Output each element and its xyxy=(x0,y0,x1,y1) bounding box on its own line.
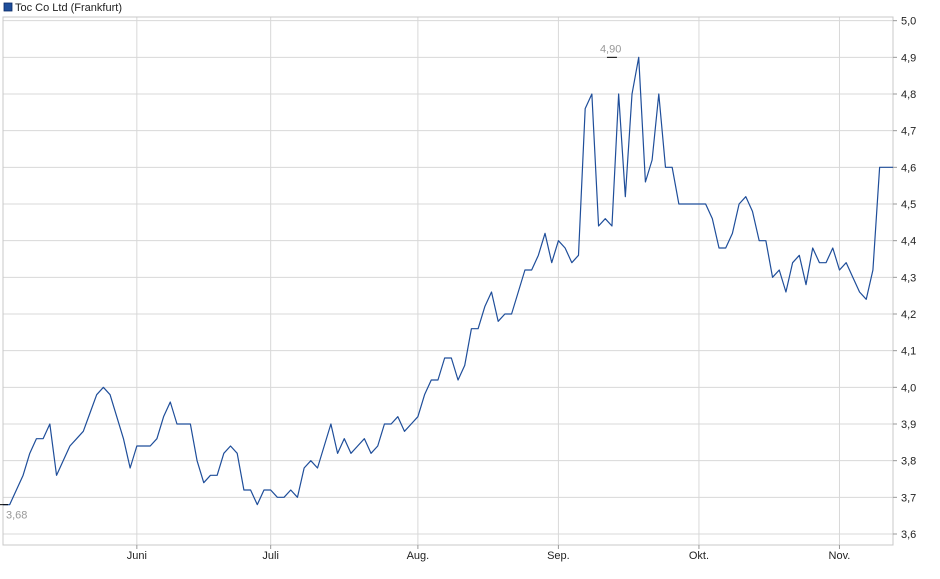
y-tick-label: 4,9 xyxy=(901,52,916,64)
y-tick-label: 4,3 xyxy=(901,272,916,284)
annotation-label: 4,90 xyxy=(600,43,621,55)
price-line xyxy=(3,56,893,506)
y-tick-label: 4,1 xyxy=(901,346,916,358)
plot-frame xyxy=(2,16,894,546)
axis-ticks: 3,6 3,7 3,8 3,9 4,0 4,1 4,2 4,3 4,4 4,5 4,6 4,7 4,8 4… xyxy=(127,16,917,562)
y-tick-label: 4,6 xyxy=(901,162,916,174)
series-layer xyxy=(3,56,893,506)
x-tick-label: Sep. xyxy=(547,550,570,562)
y-tick-label: 4,2 xyxy=(901,309,916,321)
legend-label: Toc Co Ltd (Frankfurt) xyxy=(15,2,122,14)
annotations: 3,68 4,90 xyxy=(0,43,621,522)
y-tick-label: 3,9 xyxy=(901,419,916,431)
x-tick-label: Aug. xyxy=(407,550,430,562)
x-tick-label: Juni xyxy=(127,550,147,562)
x-tick-label: Nov. xyxy=(829,550,851,562)
y-tick-label: 3,7 xyxy=(901,492,916,504)
y-tick-label: 3,6 xyxy=(901,529,916,541)
annotation-label: 3,68 xyxy=(6,510,27,522)
y-tick-label: 4,5 xyxy=(901,199,916,211)
y-tick-label: 5,0 xyxy=(901,16,916,28)
y-tick-label: 4,8 xyxy=(901,89,916,101)
y-tick-label: 4,7 xyxy=(901,126,916,138)
legend-swatch xyxy=(3,2,13,12)
y-tick-label: 4,0 xyxy=(901,382,916,394)
legend: Toc Co Ltd (Frankfurt) xyxy=(3,2,122,14)
y-tick-label: 4,4 xyxy=(901,236,916,248)
y-tick-label: 3,8 xyxy=(901,456,916,468)
x-tick-label: Juli xyxy=(262,550,279,562)
gridlines xyxy=(3,17,893,545)
x-tick-label: Okt. xyxy=(689,550,709,562)
